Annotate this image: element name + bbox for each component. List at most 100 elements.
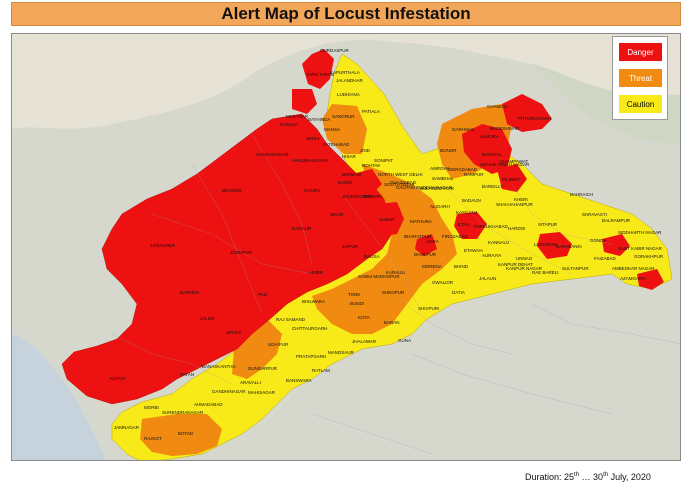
place-label: GWALIOR: [432, 280, 454, 285]
place-label: AGRA: [426, 239, 439, 244]
danger-region-barabanki: [537, 232, 572, 259]
place-label: GONDA: [590, 238, 607, 243]
place-label: BUNDI: [350, 301, 365, 306]
place-label: UDAIPUR: [268, 342, 289, 347]
place-label: SOUTH DELHI: [384, 182, 415, 187]
place-label: JODHPUR: [230, 250, 252, 255]
place-label: SIKAR: [330, 212, 344, 217]
place-label: JHUNJHUNUN: [342, 194, 373, 199]
place-label: UDHAM SINGH NAGAR: [480, 162, 530, 167]
danger-region-ferozepur: [292, 89, 317, 114]
place-label: ALIGARH: [430, 204, 450, 209]
place-label: CHITTAURGARH: [292, 326, 328, 331]
place-label: BALRAMPUR: [602, 218, 631, 223]
place-label: BHILWARA: [302, 299, 326, 304]
duration-sup-end: th: [603, 472, 609, 478]
map-legend: Danger Threat Caution: [612, 36, 668, 120]
danger-region-agra: [415, 234, 437, 256]
place-label: LUCKNOW: [534, 242, 558, 247]
place-label: MUKTSAR: [286, 114, 309, 119]
legend-caution-label: Caution: [626, 99, 655, 109]
place-label: FAZILKA: [280, 122, 299, 127]
place-label: PATAN: [180, 372, 195, 377]
threat-region-central: [312, 164, 457, 334]
threat-region-saurashtra: [140, 414, 222, 456]
place-label: FIROZABAD: [442, 234, 468, 239]
danger-region-azamgarh: [637, 269, 664, 290]
danger-region-pithoragarh: [502, 94, 552, 132]
place-label: MANSA: [324, 127, 341, 132]
place-label: REWARI: [364, 194, 382, 199]
place-label: RATLAM: [312, 368, 330, 373]
place-label: MORADABAD: [448, 167, 478, 172]
place-label: DATIA: [452, 290, 465, 295]
place-label: MATHURA: [410, 219, 432, 224]
place-label: AMBEDKAR NAGAR: [612, 266, 655, 271]
place-label: RAE BARELI: [532, 270, 559, 275]
place-label: BHARATPUR: [404, 234, 432, 239]
place-label: RAJ SAMAND: [276, 317, 306, 322]
place-label: NORTH WEST DELHI: [378, 172, 423, 177]
place-label: MANDSAUR: [328, 350, 354, 355]
place-label: FATEHABAD: [323, 142, 350, 147]
place-label: AJMER: [308, 270, 324, 275]
place-label: ALMORA: [480, 134, 500, 139]
danger-region-dadri: [352, 169, 382, 194]
page-title: Alert Map of Locust Infestation: [221, 4, 471, 23]
place-label: DHOLPUR: [414, 252, 437, 257]
himalaya-shading: [532, 64, 680, 144]
place-label: RAMPUR: [464, 172, 484, 177]
place-label: GORAKHPUR: [634, 254, 664, 259]
place-label: JIND: [360, 148, 370, 153]
place-label: GHAZIABAD: [390, 180, 417, 185]
threat-region-punjab: [322, 104, 367, 154]
legend-danger-label: Danger: [627, 47, 654, 57]
place-label: PATIALA: [362, 109, 380, 114]
place-label: BARAN: [384, 320, 400, 325]
place-label: NAGAUR: [292, 226, 312, 231]
duration-suffix: July, 2020: [608, 472, 651, 482]
place-label: GANGANAGAR: [256, 152, 289, 157]
place-label: AURAIYA: [482, 253, 502, 258]
place-label: PRATAPGARH: [296, 354, 327, 359]
place-label: SITAPUR: [538, 222, 558, 227]
place-label: AHMADABAD: [194, 402, 223, 407]
place-label: PALI: [258, 292, 268, 297]
place-label: KANPUR NAGAR: [506, 266, 543, 271]
place-label: SULTANPUR: [562, 266, 589, 271]
place-label: HANUMANGARH: [292, 158, 328, 163]
place-label: SHEOPUR: [382, 290, 405, 295]
place-label: ARAVALLI: [240, 380, 261, 385]
place-label: MORENA: [422, 264, 442, 269]
legend-threat: Threat: [619, 69, 662, 87]
place-label: JAMNAGAR: [114, 425, 140, 430]
place-label: SHIVPURI: [418, 306, 440, 311]
place-label: GARHWAL: [452, 127, 475, 132]
place-label: FARRUKHABAD: [474, 224, 508, 229]
place-label: ROHTAK: [362, 163, 381, 168]
place-label: UNNAO: [516, 256, 533, 261]
place-label: BANSWARA: [286, 378, 312, 383]
place-label: GUNA: [398, 338, 412, 343]
place-label: NAINITAL: [482, 152, 502, 157]
place-label: JALAUN: [479, 276, 497, 281]
place-label: TARN TARAN: [306, 72, 335, 77]
map-frame[interactable]: GURDASPUR KAPURTHALA TARN TARAN JALANDHAR LU…: [11, 33, 681, 461]
title-banner: Alert Map of Locust Infestation: [11, 2, 681, 26]
danger-region-siddharthnagar: [602, 234, 630, 256]
place-label: KOTA: [358, 315, 370, 320]
place-label: SANGRUR: [332, 114, 355, 119]
place-label: DUNGARPUR: [248, 366, 278, 371]
place-label: ETAWAH: [464, 248, 483, 253]
duration-sup-start: th: [574, 472, 580, 478]
place-label: FAIZABAD: [594, 256, 616, 261]
place-label: BADAUN: [462, 198, 481, 203]
place-label: KARAULI: [386, 270, 406, 275]
sea-arabian: [12, 334, 107, 460]
duration-text: Duration: 25th … 30th July, 2020: [525, 472, 651, 482]
place-label: KAPURTHALA: [330, 70, 360, 75]
place-label: SANT KABIR NAGAR: [618, 246, 662, 251]
place-label: GANDHINAGAR: [212, 389, 246, 394]
legend-danger: Danger: [619, 43, 662, 61]
place-label: GURDASPUR: [320, 48, 349, 53]
